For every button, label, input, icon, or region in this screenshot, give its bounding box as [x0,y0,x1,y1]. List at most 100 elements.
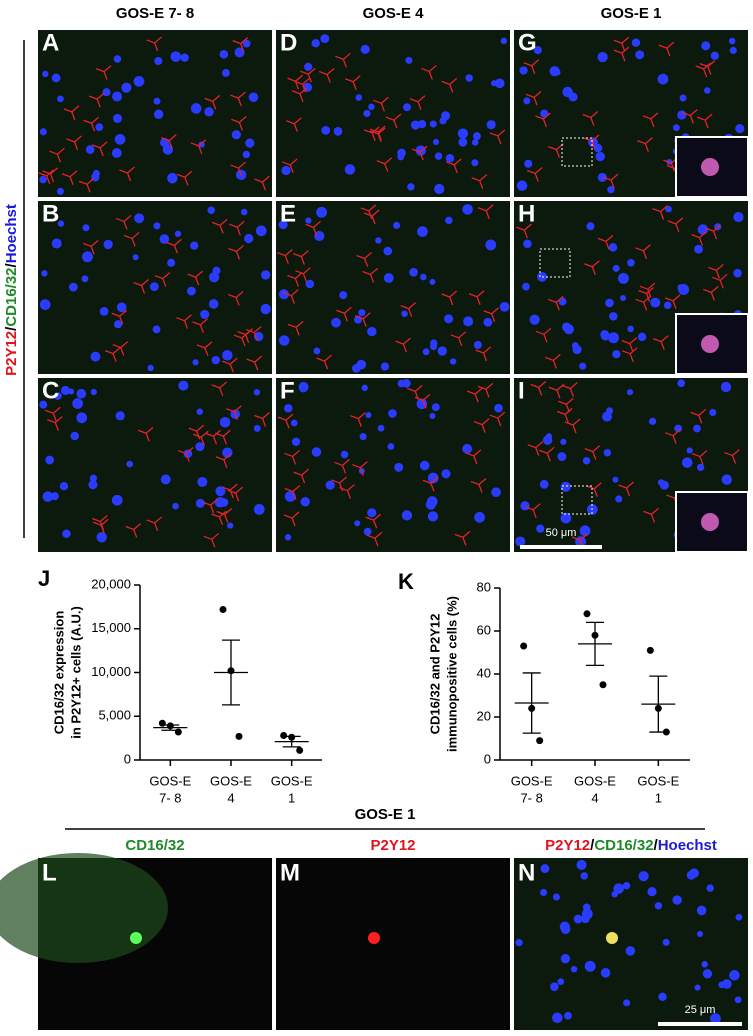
nucleus [605,298,614,308]
data-point [235,732,243,740]
microglia [284,485,301,500]
x-tick-label: GOS-E [574,773,616,788]
microglia [230,91,246,107]
microglia [667,217,684,233]
microglia [232,37,249,52]
nucleus [631,38,641,47]
nucleus [325,480,335,490]
nucleus [211,355,220,365]
nucleus [563,324,574,335]
nucleus [50,492,59,501]
nucleus [681,457,693,468]
microglia [42,167,59,183]
y-tick-label: 40 [477,665,491,680]
nucleus [57,220,65,227]
microglia [211,510,227,526]
microglia [365,513,382,529]
nucleus [677,379,686,388]
nucleus [637,332,647,342]
nucleus [387,443,395,450]
nucleus [190,241,199,250]
y-axis-label: immunopositive cells (%) [444,596,459,752]
microglia [352,461,368,476]
nucleus [560,954,571,964]
microglia [216,507,233,523]
microglia [586,482,602,497]
panel-letter: L [42,859,57,886]
nucleus [360,44,370,54]
nucleus [126,460,133,468]
nucleus [358,309,366,317]
nucleus [417,226,428,237]
nucleus [679,94,687,102]
nucleus [219,498,229,507]
microglia [246,326,262,341]
nucleus [162,144,174,155]
nucleus [57,95,64,103]
nucleus [208,299,219,309]
nucleus [663,301,672,310]
nucleus [654,902,663,910]
microglia [682,108,698,124]
microglia [466,387,483,403]
nucleus [281,165,291,176]
x-tick-label: 4 [227,790,234,805]
microglia [527,441,544,456]
microglia [104,347,121,362]
nucleus [39,299,51,310]
microglia [409,95,426,111]
nucleus [429,120,437,128]
nucleus [115,411,125,421]
nucleus [457,128,468,139]
microglia [83,116,99,132]
nucleus [367,326,377,337]
microglia [190,139,207,155]
microglia [146,516,163,532]
nucleus [56,187,64,195]
nucleus [494,403,503,413]
panel-letter: E [280,200,296,227]
column-header: GOS-E 4 [363,5,425,22]
nucleus [429,278,436,285]
microglia [450,331,467,347]
microglia [204,94,221,110]
nucleus [367,508,377,518]
nucleus [524,159,533,168]
nucleus [76,388,87,399]
nucleus [76,412,88,424]
y-tick-label: 5,000 [98,708,131,723]
microglia [385,113,402,129]
y-axis-label: in P2Y12+ cells (A.U.) [68,606,83,739]
nucleus [703,87,711,94]
data-point [646,646,654,654]
nucleus [113,320,123,329]
microglia [703,285,719,301]
nucleus [444,314,454,324]
nucleus [471,139,479,146]
tissue-glow [0,853,168,963]
microglia [49,147,65,163]
nucleus [383,246,393,256]
microglia [395,337,411,353]
nucleus [523,239,532,249]
data-point [280,732,288,739]
y-tick-label: 20 [477,708,491,723]
microglia [527,167,543,182]
y-tick-label: 60 [477,622,491,637]
microglia [196,341,213,357]
microglia [548,383,565,399]
microglia [354,312,371,327]
nucleus [729,46,737,55]
roi-box [561,485,593,515]
nucleus [441,111,451,121]
nucleus [260,303,271,315]
nucleus [368,103,375,111]
microglia [643,507,659,523]
nucleus [626,389,634,396]
microglia [621,347,638,363]
nucleus [112,113,123,124]
nucleus [728,37,736,45]
nucleus [441,469,451,479]
data-point [174,728,182,736]
microglia [222,483,238,499]
